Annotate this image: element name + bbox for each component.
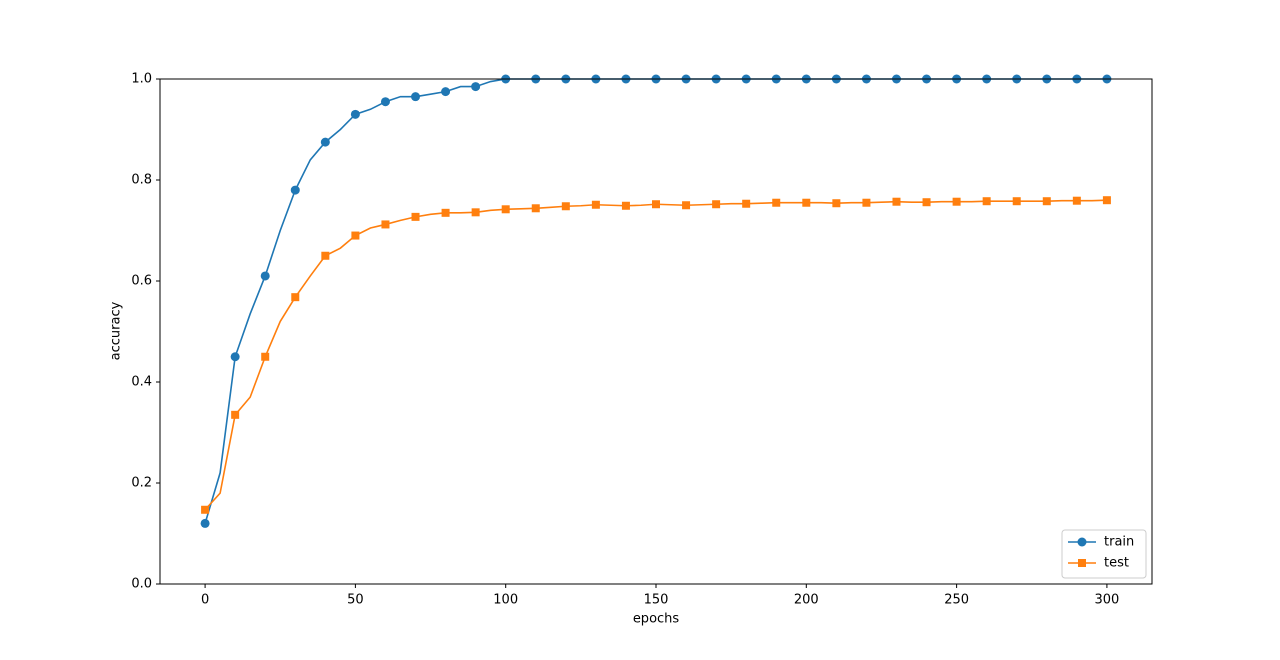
marker	[411, 92, 421, 102]
marker	[230, 352, 240, 362]
marker	[682, 201, 691, 210]
marker	[531, 204, 540, 213]
x-tick-label: 100	[493, 593, 518, 608]
marker	[1012, 197, 1021, 206]
marker	[260, 271, 270, 281]
marker	[501, 205, 510, 214]
plot-frame	[159, 78, 1153, 585]
marker	[201, 505, 210, 514]
marker	[351, 231, 360, 240]
marker	[291, 293, 300, 302]
marker	[261, 352, 270, 361]
legend-marker	[1078, 559, 1086, 567]
marker	[381, 220, 390, 229]
legend-label: test	[1104, 556, 1129, 571]
x-tick-label: 0	[201, 593, 209, 608]
y-tick-label: 0.8	[131, 173, 152, 188]
y-tick-label: 0.4	[131, 375, 152, 390]
y-tick-label: 0.0	[131, 577, 152, 592]
marker	[290, 185, 300, 195]
y-tick-label: 0.6	[131, 274, 152, 289]
marker	[982, 197, 991, 206]
y-tick-label: 0.2	[131, 476, 152, 491]
marker	[1102, 196, 1111, 205]
marker	[471, 208, 480, 217]
y-tick-label: 1.0	[131, 72, 152, 87]
marker	[892, 197, 901, 206]
marker	[591, 200, 600, 209]
marker	[350, 109, 360, 119]
marker	[380, 97, 390, 107]
x-tick-label: 150	[644, 593, 669, 608]
marker	[802, 198, 811, 207]
marker	[862, 198, 871, 207]
marker	[652, 200, 660, 209]
marker	[200, 518, 210, 528]
marker	[320, 137, 330, 147]
marker	[411, 212, 420, 221]
x-tick-label: 250	[944, 593, 969, 608]
marker	[441, 208, 450, 217]
x-axis-label: epochs	[633, 612, 680, 627]
marker	[1042, 197, 1051, 206]
marker	[832, 199, 841, 208]
x-tick-label: 200	[794, 593, 819, 608]
marker	[712, 200, 721, 209]
y-axis-label: accuracy	[109, 301, 124, 360]
legend-marker	[1077, 537, 1087, 547]
marker	[1072, 196, 1081, 205]
marker	[471, 82, 481, 92]
legend-label: train	[1104, 535, 1134, 550]
marker	[441, 87, 451, 97]
marker	[231, 410, 240, 419]
marker	[742, 199, 751, 208]
marker	[321, 251, 330, 260]
x-tick-label: 300	[1094, 593, 1119, 608]
marker	[772, 198, 781, 207]
marker	[922, 198, 931, 207]
x-tick-label: 50	[347, 593, 364, 608]
marker	[561, 202, 570, 211]
marker	[952, 197, 961, 206]
marker	[621, 201, 630, 210]
